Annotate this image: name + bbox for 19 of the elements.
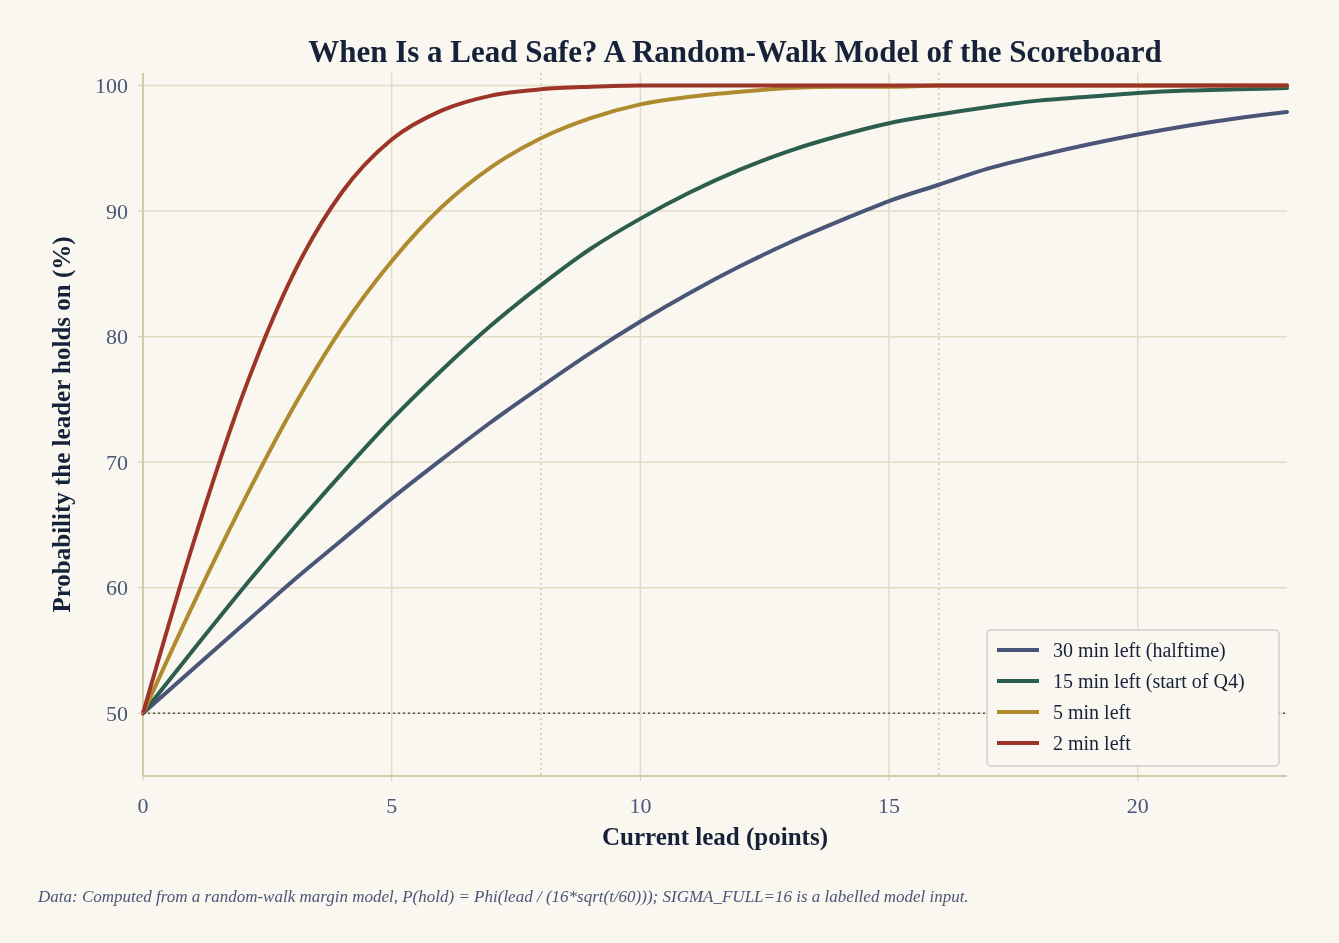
y-axis-title: Probability the leader holds on (%) — [48, 236, 76, 613]
x-tick-label: 5 — [386, 793, 398, 818]
legend-label: 30 min left (halftime) — [1053, 639, 1226, 662]
y-tick-label: 70 — [106, 449, 128, 475]
x-tick-label: 15 — [878, 793, 901, 818]
text: Data: Computed from a random-walk margin model, P(hold) = Phi(lead / (16*sqrt(t/60))); SIGMA_FULL=16 is a labelled model input. — [37, 887, 969, 906]
chart-title: When Is a Lead Safe? A Random-Walk Model of the Scoreboard — [308, 34, 1162, 69]
y-tick-label: 50 — [106, 700, 128, 726]
x-axis-title: Current lead (points) — [602, 823, 828, 851]
x-tick-label: 0 — [137, 793, 149, 818]
y-tick-label: 100 — [95, 73, 128, 99]
y-tick-label: 90 — [106, 198, 128, 224]
legend-label: 5 min left — [1053, 701, 1132, 723]
legend-label: 15 min left (start of Q4) — [1053, 670, 1245, 693]
y-tick-label: 80 — [106, 324, 128, 350]
legend-label: 2 min left — [1053, 732, 1132, 754]
x-tick-label: 20 — [1126, 793, 1149, 818]
y-tick-label: 60 — [106, 575, 128, 601]
x-tick-label: 10 — [629, 793, 652, 818]
